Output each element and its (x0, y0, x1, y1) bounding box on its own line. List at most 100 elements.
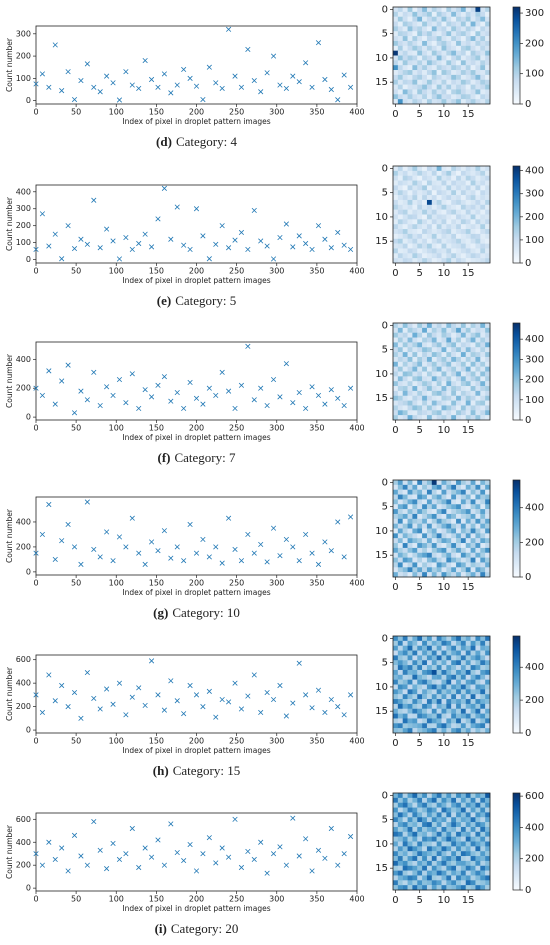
heat-cell (417, 703, 423, 709)
heat-cell (456, 533, 462, 539)
heat-cell (456, 386, 462, 392)
heat-cell (465, 841, 471, 847)
heat-cell (417, 489, 423, 495)
heat-cell (422, 728, 428, 734)
heat-cell (431, 342, 437, 348)
heat-cell (407, 238, 413, 244)
heat-cell (402, 679, 408, 685)
heat-cell (393, 679, 399, 685)
heat-cell (402, 547, 408, 553)
heat-cell (480, 180, 486, 186)
heat-cell (465, 366, 471, 372)
heat-cell (431, 190, 437, 196)
heat-cell (475, 60, 481, 66)
heat-cell (417, 802, 423, 808)
heat-cell (470, 381, 476, 387)
point (65, 521, 71, 528)
heat-cell (397, 846, 403, 852)
heat-cell (426, 381, 432, 387)
heat-cell (456, 415, 462, 421)
point (264, 402, 270, 409)
heat-cell (426, 484, 432, 490)
point (71, 832, 78, 838)
heat-cell (436, 699, 442, 705)
y-tick-label: 600 (16, 815, 31, 824)
heat-cell (436, 480, 442, 486)
heat-cell (407, 253, 413, 259)
heat-cell (470, 204, 476, 210)
heat-cell (402, 645, 408, 651)
heat-cell (431, 195, 437, 201)
heat-cell (402, 674, 408, 680)
heat-cell (422, 567, 428, 573)
point (136, 85, 142, 91)
heat-cell (451, 480, 457, 486)
point (148, 854, 155, 860)
heat-cell (402, 567, 408, 573)
heat-cell (460, 253, 466, 259)
heat-cell (407, 484, 413, 490)
heat-cell (475, 395, 481, 401)
heat-cell (451, 381, 457, 387)
heat-cell (456, 728, 462, 734)
heat-cell (393, 797, 399, 803)
heat-cell (451, 219, 457, 225)
x-tick-label: 50 (71, 579, 81, 588)
heat-cell (441, 16, 447, 22)
heat-cell (465, 21, 471, 27)
heat-cell (470, 238, 476, 244)
heat-cell (460, 860, 466, 866)
heat-cell (470, 332, 476, 338)
heat-cell (470, 513, 476, 519)
heat-cell (397, 489, 403, 495)
heat-cell (451, 831, 457, 837)
heat-cell (456, 499, 462, 505)
heat-cell (456, 523, 462, 529)
heat-cell (426, 841, 432, 847)
heat-cell (456, 875, 462, 881)
panel-label: (d) (156, 134, 172, 149)
heat-cell (456, 836, 462, 842)
heat-cell (426, 84, 432, 90)
heat-cell (480, 807, 486, 813)
heat-cell (397, 332, 403, 338)
heat-cell (441, 557, 447, 563)
heat-cell (480, 356, 486, 362)
heat-cell (407, 45, 413, 51)
heat-cell (480, 797, 486, 803)
y-tick-label: 15 (375, 393, 388, 404)
caption: (i) Category: 20 (155, 921, 239, 936)
heat-cell (393, 484, 399, 490)
heat-cell (431, 204, 437, 210)
heat-cell (407, 538, 413, 544)
heat-cell (402, 513, 408, 519)
heat-cell (456, 557, 462, 563)
heat-cell (441, 513, 447, 519)
heat-cell (485, 572, 491, 578)
heat-cell (465, 7, 471, 13)
heat-cell (407, 523, 413, 529)
point (200, 704, 206, 710)
point (104, 73, 110, 79)
x-axis-label: Index of pixel in droplet pattern images (122, 276, 270, 285)
heat-cell (407, 94, 413, 100)
heat-cell (422, 557, 428, 563)
heat-cell (412, 40, 418, 46)
heat-cell (417, 812, 423, 818)
heat-cell (485, 718, 491, 724)
heat-cell (407, 494, 413, 500)
heat-cell (422, 665, 428, 671)
heat-cell (402, 347, 408, 353)
heat-cell (397, 361, 403, 367)
heat-cell (441, 880, 447, 886)
heat-cell (465, 190, 471, 196)
heat-cell (446, 665, 452, 671)
colorbar-tick-label: 0 (525, 258, 531, 269)
heat-cell (393, 543, 399, 549)
heat-cell (436, 94, 442, 100)
heat-cell (431, 219, 437, 225)
heat-cell (431, 55, 437, 61)
point (296, 79, 302, 85)
heat-cell (407, 26, 413, 32)
heat-cell (470, 831, 476, 837)
